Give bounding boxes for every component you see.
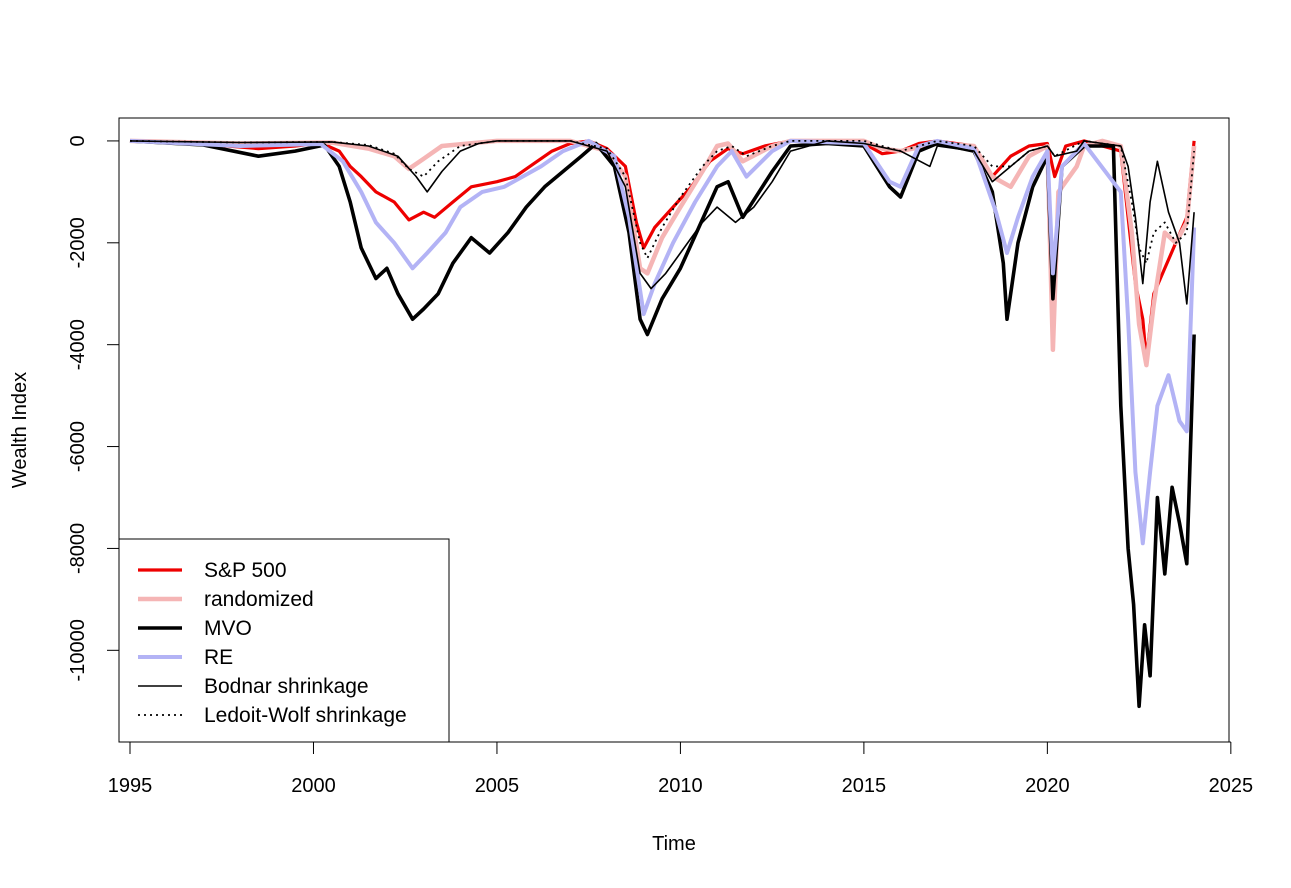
y-tick-label: -2000: [67, 217, 89, 268]
y-tick-label: -6000: [67, 421, 89, 472]
legend-label: MVO: [204, 617, 252, 640]
legend-label: randomized: [204, 588, 314, 611]
x-tick-label: 2005: [475, 775, 520, 797]
x-tick-label: 2000: [291, 775, 336, 797]
series-line-4: [129, 140, 1195, 305]
legend-label: S&P 500: [204, 559, 287, 582]
y-tick-label: 0: [67, 135, 89, 146]
legend: S&P 500 randomized MVO RE Bodnar shrinkage Le…: [118, 538, 450, 743]
series-line-5: [129, 140, 1195, 265]
y-axis-label: Wealth Index: [9, 372, 31, 488]
series-line-2: [129, 139, 1196, 709]
legend-label: Ledoit-Wolf shrinkage: [204, 704, 407, 727]
y-tick-label: -10000: [67, 619, 89, 681]
series-line-1: [129, 138, 1197, 368]
legend-box: [118, 538, 450, 743]
series-line-3: [129, 138, 1197, 546]
y-axis: 0 -2000 -4000 -6000 -8000 -10000: [67, 135, 120, 681]
x-axis: 1995 2000 2005 2010 2015 2020 2025: [108, 741, 1254, 797]
legend-label: RE: [204, 646, 233, 669]
x-tick-label: 2015: [842, 775, 887, 797]
y-tick-label: -8000: [67, 523, 89, 574]
legend-label: Bodnar shrinkage: [204, 675, 369, 698]
y-tick-label: -4000: [67, 319, 89, 370]
x-axis-label: Time: [652, 833, 696, 855]
x-tick-label: 2020: [1025, 775, 1070, 797]
x-tick-label: 2010: [658, 775, 703, 797]
x-tick-label: 1995: [108, 775, 153, 797]
x-tick-label: 2025: [1209, 775, 1254, 797]
series-layer: [129, 138, 1197, 709]
